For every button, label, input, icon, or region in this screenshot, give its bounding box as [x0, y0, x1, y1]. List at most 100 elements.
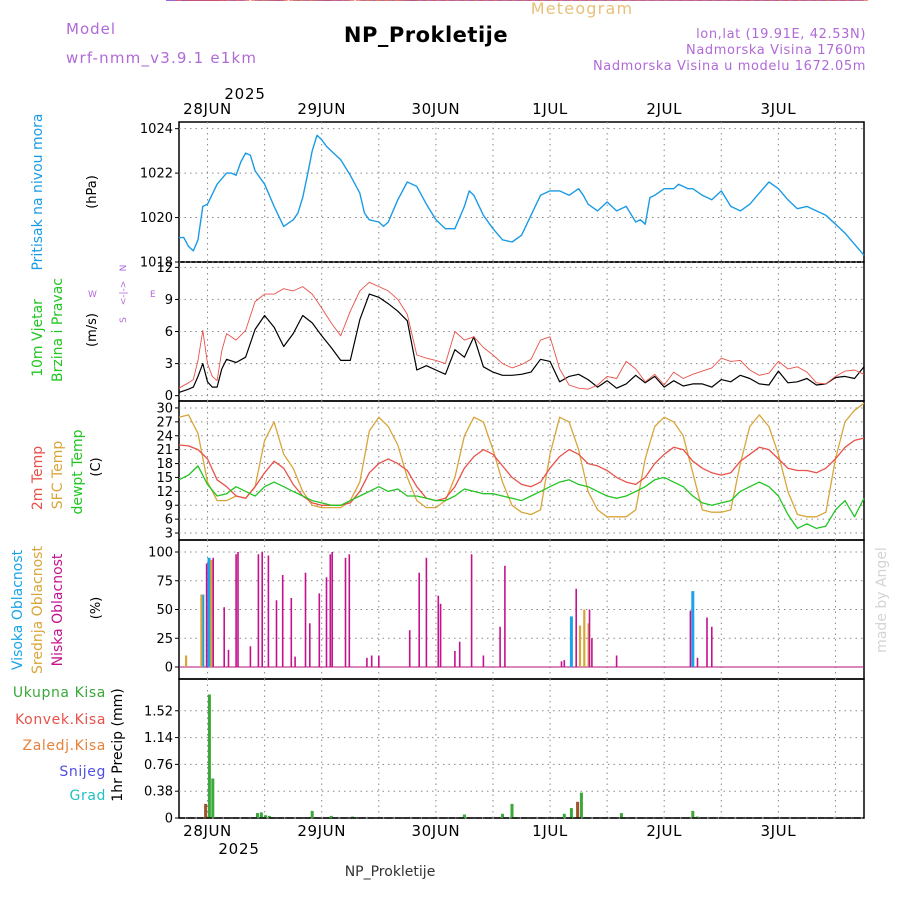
pressure-unit: (hPa) — [85, 175, 100, 209]
wind-tick-label: 0 — [165, 389, 173, 404]
total-precip-bar — [562, 813, 566, 818]
day-label-bottom: 1JUL — [532, 822, 568, 840]
temp-tick-label: 12 — [156, 485, 173, 500]
altitude-label: Nadmorska Visina 1760m — [686, 43, 866, 58]
temp-ylabel-sfc: SFC Temp — [50, 441, 66, 510]
low-cloud-bar — [348, 554, 351, 667]
total-precip-bar — [211, 778, 215, 818]
year-label-top: 2025 — [224, 85, 265, 103]
t2m-line — [178, 437, 865, 506]
total-precip-bar — [256, 813, 259, 818]
wind-series — [166, 0, 868, 393]
mid-cloud-bar — [587, 623, 590, 667]
low-cloud-bar — [378, 655, 380, 667]
high-cloud-bar — [569, 616, 573, 667]
temp-ylabel-2m: 2m Temp — [30, 446, 46, 510]
low-cloud-bar — [249, 646, 252, 667]
day-label-bottom: 30JUN — [412, 822, 461, 840]
location-title: NP_Prokletije — [344, 23, 508, 47]
cloud-tick-label: 0 — [165, 661, 173, 676]
pressure-panel-frame — [178, 121, 865, 263]
low-cloud-bar — [304, 572, 307, 667]
precip-bars — [179, 694, 864, 819]
mid-cloud-bar — [210, 560, 213, 667]
total-precip-bar — [696, 816, 699, 818]
low-cloud-bar — [408, 630, 411, 667]
low-cloud-bar — [696, 657, 699, 667]
day-label-top: 30JUN — [412, 100, 461, 118]
legend-convective-rain: Konvek.Kisa — [15, 712, 106, 728]
low-cloud-bar — [227, 649, 230, 668]
wind-speed-line — [178, 293, 865, 393]
day-label-top: 2JUL — [646, 100, 682, 118]
cloud-unit: (%) — [89, 597, 104, 620]
high-cloud-bar — [207, 557, 211, 668]
model-label: Model — [66, 20, 116, 38]
footer-location: NP_Prokletije — [345, 864, 436, 880]
wind-tick-label: 6 — [165, 325, 173, 340]
low-cloud-bar — [689, 610, 692, 667]
sfc-temp-line — [178, 402, 865, 518]
low-cloud-bar — [331, 552, 333, 667]
temp-tick-label: 21 — [156, 443, 173, 458]
temperature-series — [178, 402, 865, 530]
low-cloud-bar — [366, 657, 368, 667]
high-cloud-bar — [201, 594, 205, 667]
temp-unit: (C) — [89, 457, 104, 476]
year-label-bottom: 2025 — [218, 840, 259, 858]
temp-tick-label: 30 — [156, 401, 173, 416]
cloud-ylabel-mid: Srednja Oblacnost — [30, 546, 46, 674]
legend-snow: Snijeg — [59, 764, 106, 780]
pressure-ylabel: Pritisak na nivou mora — [30, 113, 46, 270]
compass-west: W — [88, 290, 97, 300]
coordinates-label: lon,lat (19.91E, 42.53N) — [696, 27, 866, 42]
low-cloud-bar — [325, 577, 328, 667]
wind-ylabel-2: Brzina i Pravac — [50, 278, 66, 382]
low-cloud-bar — [329, 554, 332, 667]
low-cloud-bar — [588, 609, 591, 667]
low-cloud-bar — [591, 638, 593, 668]
total-precip-bar — [619, 813, 623, 818]
wind-compass: W E <-|-> N S — [88, 265, 156, 323]
low-cloud-bar — [237, 552, 239, 667]
low-cloud-bar — [575, 588, 577, 667]
temp-tick-label: 15 — [156, 471, 173, 486]
total-precip-bar — [259, 812, 263, 818]
low-cloud-bar — [370, 655, 373, 667]
day-label-top: 1JUL — [532, 100, 568, 118]
y-tick-labels: 1024102210201018129630302724211815129631… — [140, 122, 179, 827]
day-label-bottom: 28JUN — [183, 822, 232, 840]
low-cloud-bar — [205, 563, 208, 667]
wind-unit: (m/s) — [85, 313, 100, 347]
day-labels-top: 28JUN 29JUN 30JUN 1JUL 2JUL 3JUL — [183, 100, 795, 118]
day-label-bottom: 3JUL — [761, 822, 797, 840]
low-cloud-bar — [499, 626, 501, 668]
wind-gust-line — [178, 281, 865, 390]
total-precip-bar — [510, 803, 514, 818]
day-label-bottom: 2JUL — [646, 822, 682, 840]
mid-cloud-bar — [583, 609, 586, 667]
low-cloud-bar — [275, 600, 278, 667]
low-cloud-bar — [257, 554, 260, 667]
compass-arrow: <-|-> — [119, 281, 129, 306]
total-precip-bar — [264, 815, 268, 818]
convective-precip-bar — [576, 801, 580, 818]
low-cloud-bar — [437, 595, 440, 667]
low-cloud-bar — [711, 626, 713, 668]
legend-total-rain: Ukupna Kisa — [13, 685, 106, 701]
cloud-ylabel-low: Niska Oblacnost — [50, 553, 66, 666]
low-cloud-bar — [418, 572, 420, 667]
total-precip-bar — [569, 808, 573, 818]
dewpoint-line — [178, 465, 865, 530]
low-cloud-bar — [470, 554, 473, 667]
low-cloud-bar — [318, 593, 321, 667]
wind-tick-label: 3 — [165, 357, 173, 372]
compass-east: E — [150, 290, 156, 300]
low-cloud-bar — [560, 661, 563, 668]
day-label-bottom: 29JUN — [297, 822, 346, 840]
compass-south: S — [119, 317, 129, 323]
low-cloud-bar — [458, 641, 461, 667]
low-cloud-bar — [309, 623, 311, 667]
total-precip-bar — [462, 814, 466, 818]
